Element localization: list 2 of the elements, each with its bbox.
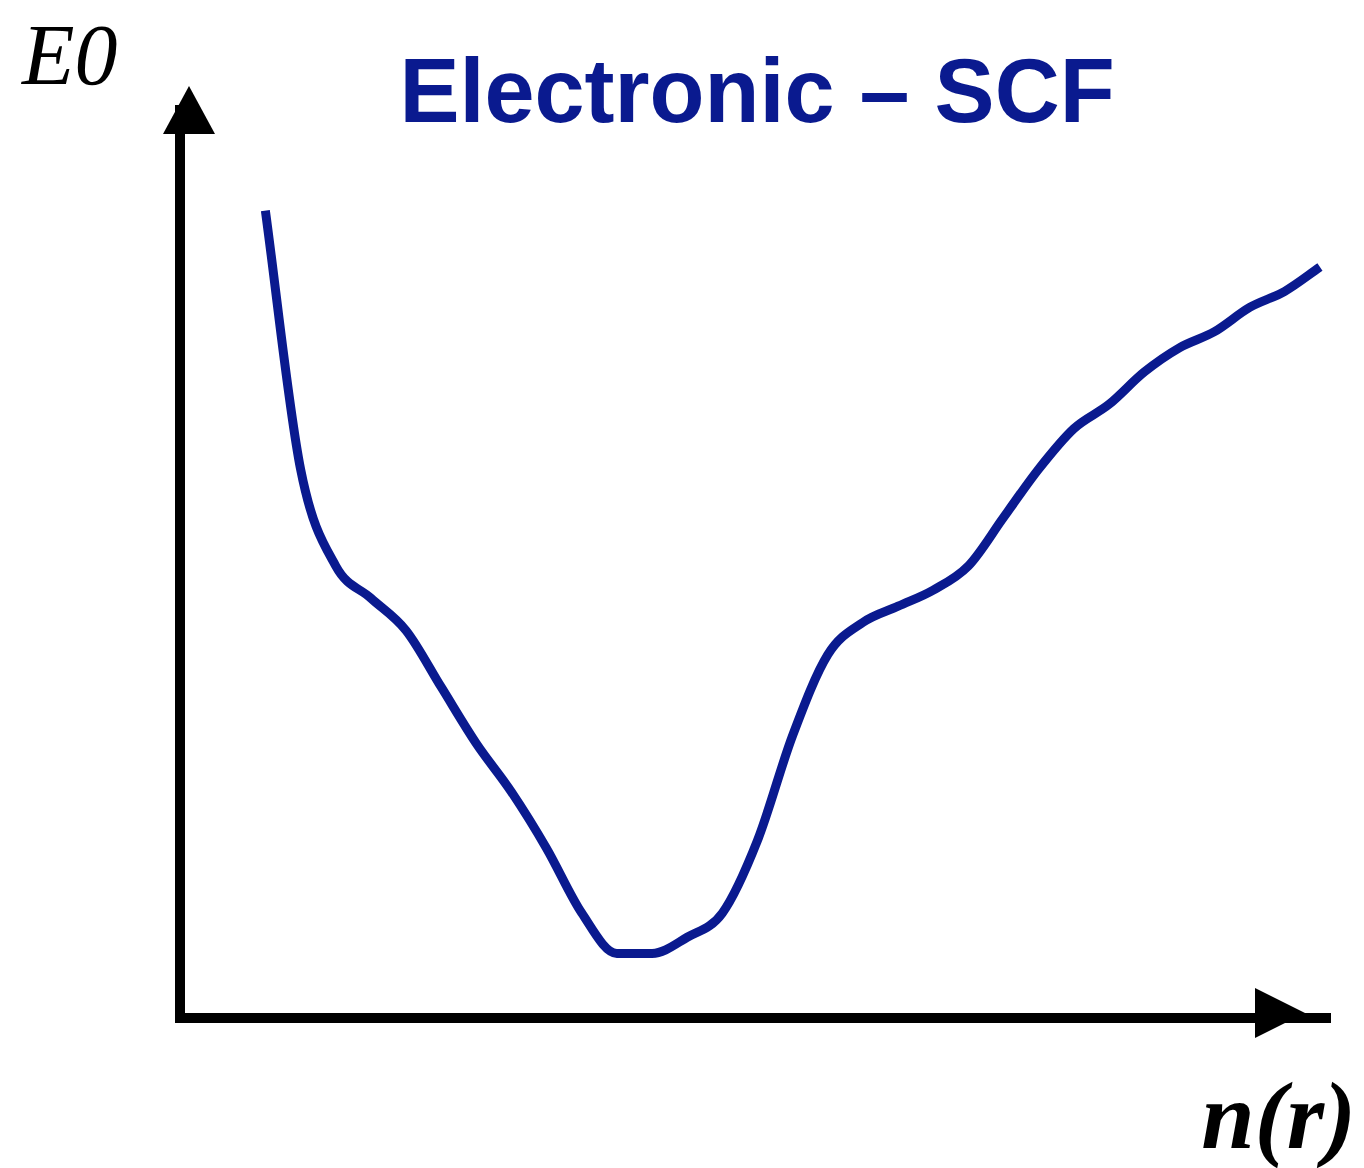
- y-axis-title: E0: [22, 6, 118, 105]
- chart-title: Electronic – SCF: [398, 40, 1116, 143]
